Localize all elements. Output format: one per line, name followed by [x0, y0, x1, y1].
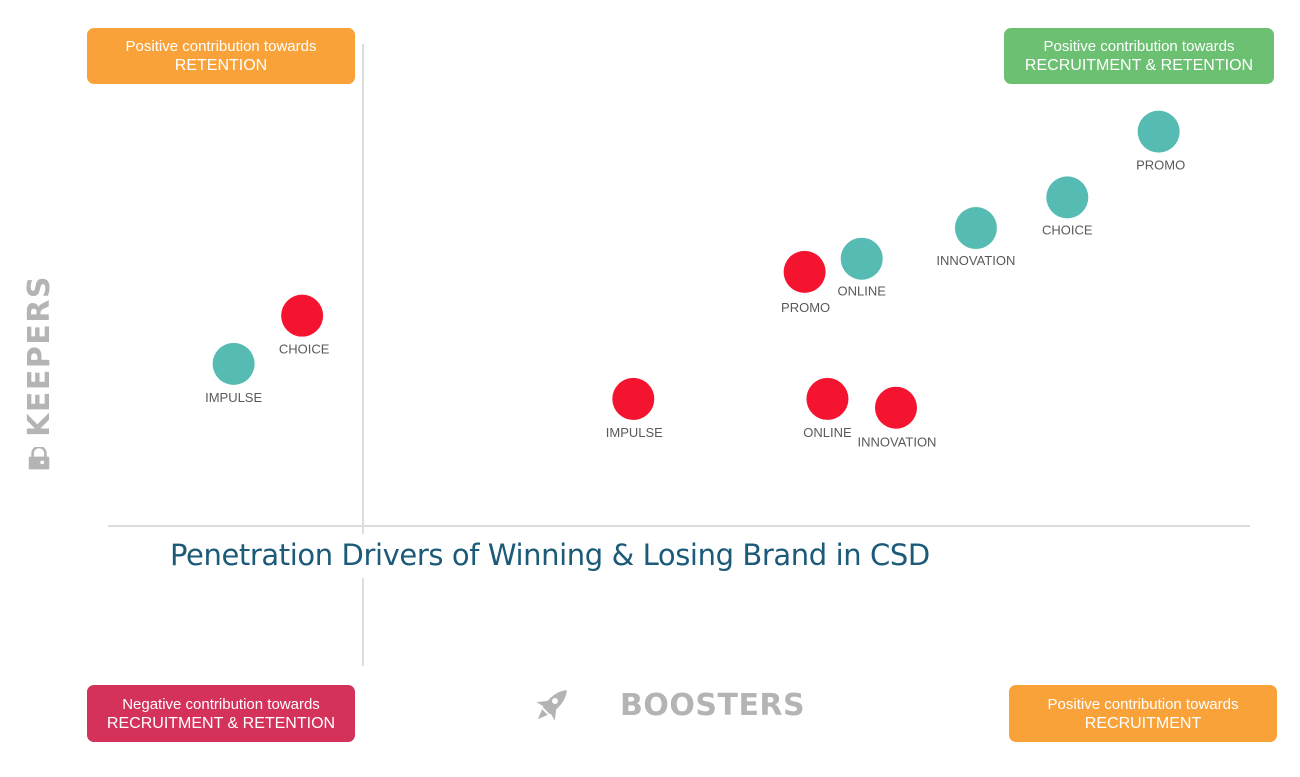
- x-axis-label: BOOSTERS: [528, 680, 805, 730]
- chart-title: Penetration Drivers of Winning & Losing …: [170, 538, 930, 572]
- data-label-impulse: IMPULSE: [205, 390, 262, 405]
- quadrant-label-line1: Positive contribution towards: [1047, 695, 1239, 713]
- y-axis-label-text: KEEPERS: [21, 275, 57, 437]
- y-axis-label: KEEPERS: [14, 275, 64, 470]
- data-label-promo: PROMO: [1136, 158, 1185, 173]
- quadrant-label-negative: Negative contribution towards RECRUITMEN…: [87, 685, 355, 742]
- x-axis-label-text: BOOSTERS: [620, 687, 806, 723]
- quadrant-label-line2: RECRUITMENT: [1084, 714, 1202, 732]
- data-label-innovation: INNOVATION: [857, 435, 936, 450]
- data-label-promo: PROMO: [781, 300, 830, 315]
- data-point-online: [840, 237, 883, 280]
- data-label-innovation: INNOVATION: [936, 253, 1015, 268]
- points-layer: PROMO CHOICE INNOVATION ONLINE IMPULSE PROMO C…: [205, 110, 1185, 450]
- lock-icon: [28, 446, 50, 470]
- data-label-online: ONLINE: [803, 425, 852, 440]
- data-point-promo: [783, 250, 826, 293]
- data-point-promo: [1137, 110, 1180, 153]
- data-label-online: ONLINE: [838, 284, 887, 299]
- data-point-choice: [1046, 176, 1089, 219]
- quadrant-label-line2: RETENTION: [174, 57, 268, 74]
- data-point-impulse: [612, 377, 655, 420]
- data-label-choice: CHOICE: [1042, 222, 1093, 237]
- quadrant-label-recruitment-retention: Positive contribution towards RECRUITMEN…: [1004, 28, 1274, 84]
- quadrant-label-line2: RECRUITMENT & RETENTION: [106, 714, 336, 732]
- data-point-impulse: [212, 342, 255, 385]
- data-point-innovation: [954, 207, 997, 250]
- rocket-icon: [536, 690, 567, 721]
- data-point-choice: [281, 294, 324, 337]
- quadrant-label-line1: Positive contribution towards: [125, 38, 317, 55]
- quadrant-label-line1: Positive contribution towards: [1043, 38, 1235, 55]
- data-label-choice: CHOICE: [279, 342, 330, 357]
- quadrant-label-retention: Positive contribution towards RETENTION: [87, 28, 355, 84]
- quadrant-label-line1: Negative contribution towards: [122, 695, 320, 713]
- data-point-innovation: [874, 386, 917, 429]
- data-label-impulse: IMPULSE: [606, 425, 663, 440]
- data-point-online: [806, 377, 849, 420]
- quadrant-label-recruitment: Positive contribution towards RECRUITMEN…: [1009, 685, 1277, 742]
- quadrant-label-line2: RECRUITMENT & RETENTION: [1024, 57, 1254, 74]
